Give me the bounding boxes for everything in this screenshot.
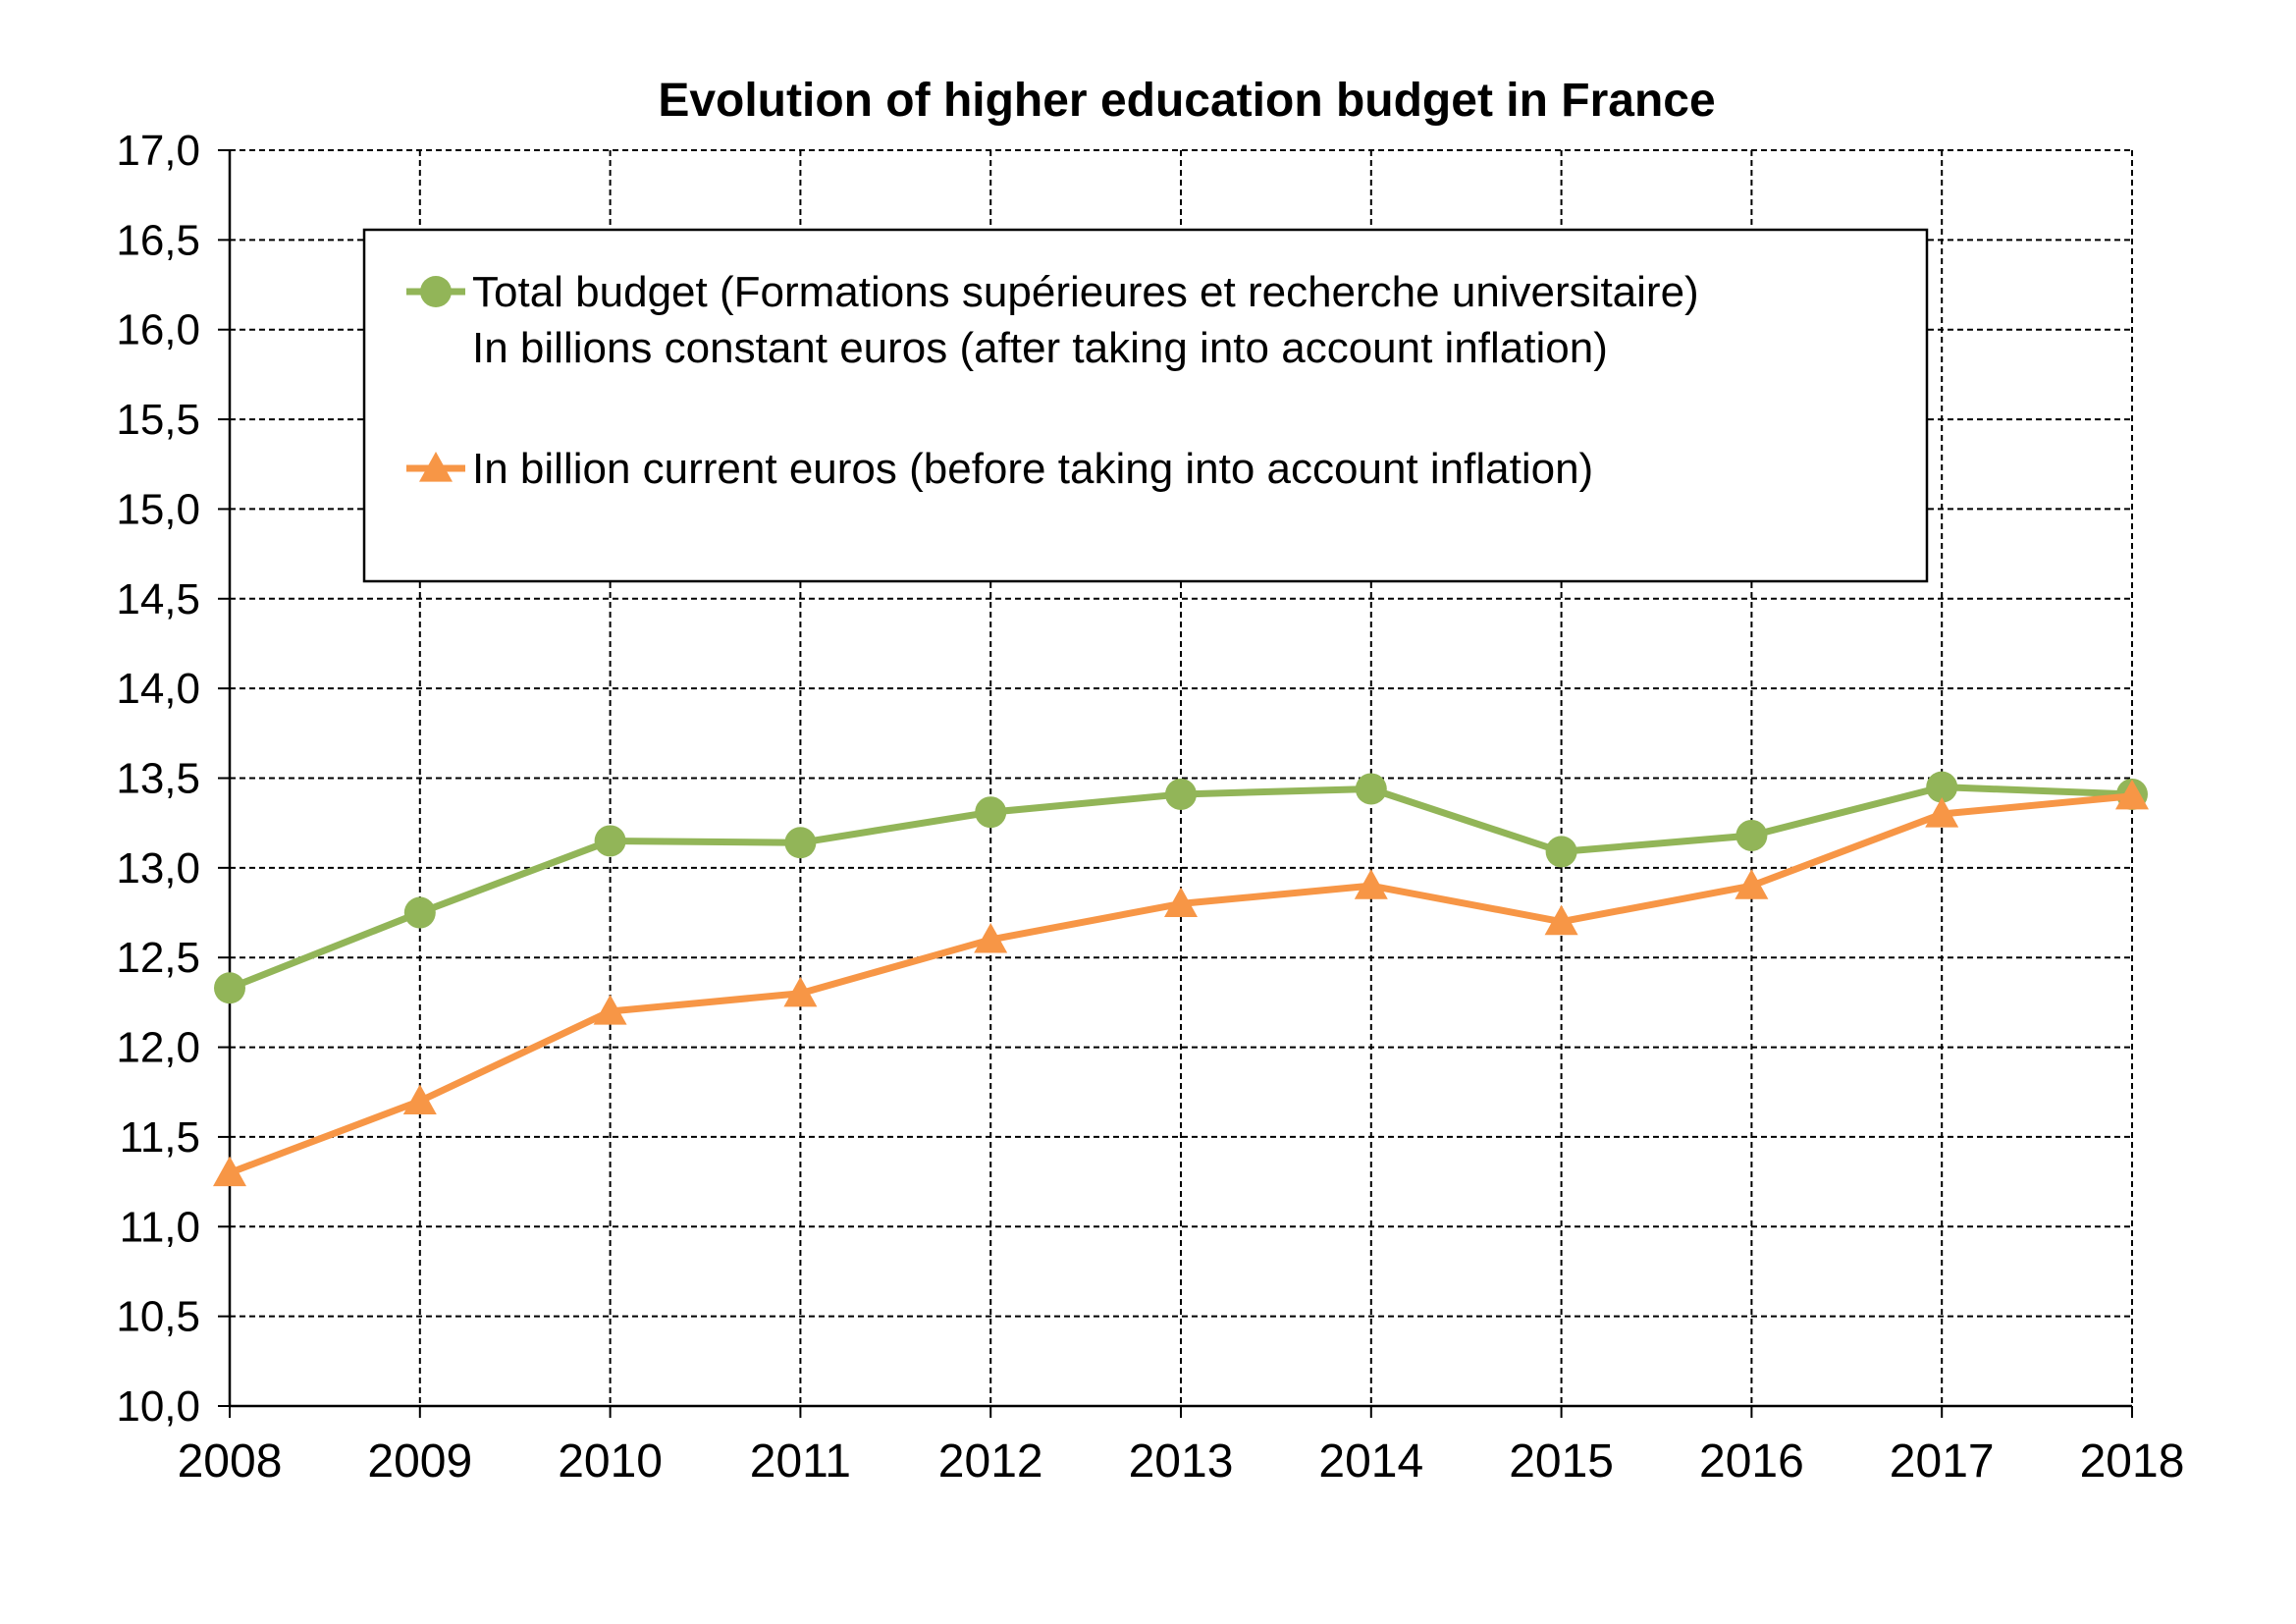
legend-box bbox=[362, 228, 1929, 583]
y-tick-label: 15,5 bbox=[116, 396, 200, 444]
x-tick-label: 2009 bbox=[367, 1435, 472, 1488]
data-point-series-2 bbox=[593, 995, 627, 1025]
data-point-series-2 bbox=[2115, 779, 2149, 810]
x-tick-label: 2008 bbox=[178, 1435, 283, 1488]
x-tick-label: 2010 bbox=[558, 1435, 663, 1488]
legend-entry-label: Total budget (Formations supérieures et … bbox=[472, 268, 1699, 316]
y-axis-tick-labels: 10,0 10,5 11,0 11,5 12,0 12,5 13,0 13,5 14,0 14,5… bbox=[116, 127, 200, 1431]
data-point-series-1 bbox=[784, 827, 817, 859]
y-tick-label: 12,0 bbox=[116, 1024, 200, 1072]
data-point-series-2 bbox=[213, 1156, 246, 1187]
x-tick-label: 2017 bbox=[1890, 1435, 1995, 1488]
y-tick-label: 15,0 bbox=[116, 485, 200, 533]
x-tick-label: 2013 bbox=[1129, 1435, 1234, 1488]
data-point-series-2 bbox=[783, 976, 818, 1007]
y-tick-label: 12,5 bbox=[116, 934, 200, 982]
x-tick-label: 2011 bbox=[750, 1435, 851, 1488]
data-point-series-1 bbox=[1545, 836, 1577, 868]
y-tick-label: 13,0 bbox=[116, 844, 200, 893]
y-tick-label: 14,0 bbox=[116, 665, 200, 713]
legend: Total budget (Formations supérieures et … bbox=[362, 228, 1929, 583]
data-series bbox=[213, 771, 2149, 1187]
legend-entry-label-line2: In billions constant euros (after taking… bbox=[472, 324, 1608, 372]
y-tick-label: 10,0 bbox=[116, 1382, 200, 1431]
x-tick-label: 2016 bbox=[1699, 1435, 1804, 1488]
y-tick-label: 16,5 bbox=[116, 216, 200, 264]
data-point-series-2 bbox=[1164, 887, 1198, 917]
data-point-series-2 bbox=[1735, 869, 1769, 899]
data-point-series-2 bbox=[974, 922, 1008, 953]
data-point-series-1 bbox=[214, 972, 245, 1004]
legend-entry-label: In billion current euros (before taking … bbox=[472, 445, 1593, 493]
data-point-series-2 bbox=[402, 1084, 437, 1114]
y-tick-label: 13,5 bbox=[116, 755, 200, 803]
chart-title: Evolution of higher education budget in … bbox=[658, 75, 1715, 127]
y-tick-label: 11,0 bbox=[120, 1203, 200, 1251]
y-tick-label: 16,0 bbox=[116, 306, 200, 354]
data-point-series-1 bbox=[1165, 778, 1197, 810]
x-axis-tick-labels: 2008 2009 2010 2011 2012 2013 2014 2015 2016 2017… bbox=[178, 1435, 2185, 1488]
legend-circle-marker bbox=[420, 276, 452, 307]
data-point-series-1 bbox=[1735, 819, 1768, 851]
data-point-series-2 bbox=[1544, 904, 1578, 936]
x-tick-label: 2018 bbox=[2080, 1435, 2185, 1488]
data-point-series-1 bbox=[403, 896, 436, 929]
data-point-series-1 bbox=[594, 825, 626, 857]
data-point-series-1 bbox=[1355, 773, 1387, 805]
legend-triangle-marker bbox=[419, 452, 453, 482]
data-point-series-1 bbox=[1926, 771, 1958, 803]
data-point-series-2 bbox=[1354, 869, 1388, 899]
x-tick-label: 2015 bbox=[1509, 1435, 1614, 1488]
x-tick-label: 2012 bbox=[938, 1435, 1043, 1488]
data-point-series-2 bbox=[1925, 797, 1959, 828]
data-point-series-1 bbox=[975, 796, 1007, 829]
y-tick-label: 17,0 bbox=[116, 127, 200, 175]
y-tick-label: 14,5 bbox=[116, 575, 200, 623]
axes bbox=[218, 149, 2133, 1418]
y-tick-label: 11,5 bbox=[120, 1113, 200, 1162]
y-tick-label: 10,5 bbox=[116, 1293, 200, 1341]
x-tick-label: 2014 bbox=[1318, 1435, 1423, 1488]
